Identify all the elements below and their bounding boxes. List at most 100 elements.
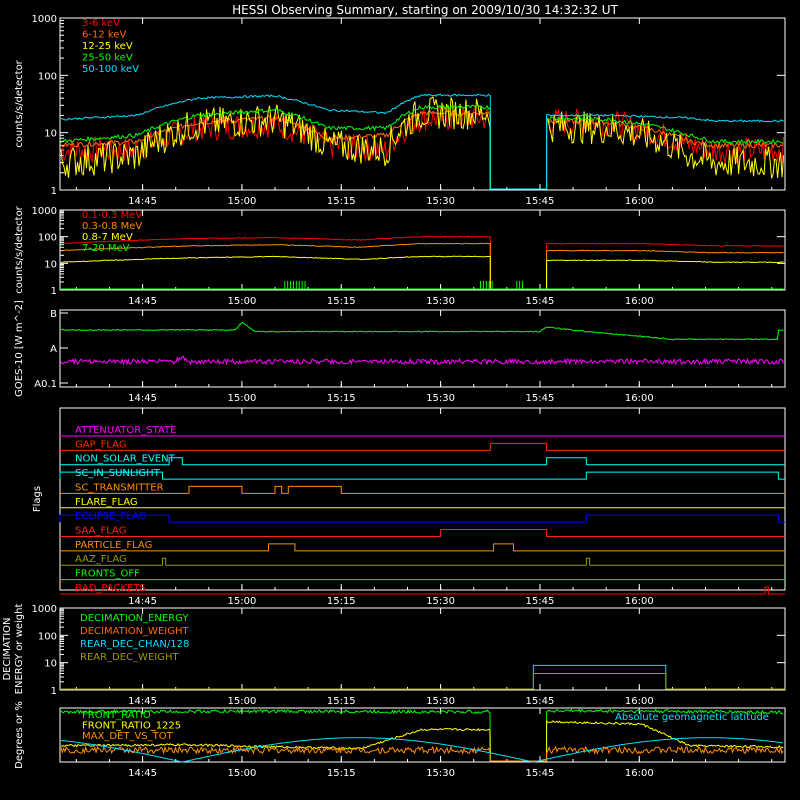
goes-series-long bbox=[60, 322, 784, 341]
gamma-y-tick-label: 10 bbox=[44, 259, 57, 270]
gamma-y-label: counts/s/detector bbox=[14, 205, 25, 293]
hxr-x-tick-label: 15:45 bbox=[526, 196, 555, 207]
ratios-series-front-ratio-1225 bbox=[60, 719, 784, 762]
flag-line-sc-in-sunlight bbox=[59, 471, 785, 480]
flag-label: SC_IN_SUNLIGHT bbox=[75, 468, 161, 479]
flag-line-sc-transmitter bbox=[60, 485, 785, 494]
gamma-x-tick-label: 14:45 bbox=[128, 296, 157, 307]
ratios-x-tick-label: 15:00 bbox=[228, 768, 257, 779]
gamma-x-tick-label: 15:30 bbox=[426, 296, 455, 307]
flag-line-gap-flag bbox=[60, 442, 785, 451]
gamma-y-tick-label: 100 bbox=[38, 233, 57, 244]
hxr-y-tick-label: 1000 bbox=[32, 14, 57, 25]
flag-label: SC_TRANSMITTER bbox=[75, 482, 164, 493]
hxr-y-tick-label: 10 bbox=[44, 129, 57, 140]
decimation-series-rear-dec-chan-128 bbox=[60, 664, 785, 690]
hxr-legend-entry: 25-50 keV bbox=[82, 53, 133, 64]
hxr-series-50-100-kev bbox=[60, 93, 784, 190]
decimation-y-tick-label: 100 bbox=[38, 631, 57, 642]
decimation-legend-entry: REAR_DEC_WEIGHT bbox=[80, 652, 179, 663]
flags-y-label: Flags bbox=[32, 486, 43, 512]
ratios-x-tick-label: 15:15 bbox=[327, 768, 356, 779]
hxr-series-25-50-kev bbox=[60, 104, 784, 190]
flag-label: ECLIPSE_FLAG bbox=[75, 511, 146, 522]
flag-label: FLARE_FLAG bbox=[75, 497, 138, 508]
flag-line-saa-flag bbox=[60, 529, 785, 538]
hxr-series-6-12-kev bbox=[60, 109, 784, 190]
gamma-y-tick-label: 1000 bbox=[32, 206, 57, 217]
decimation-x-tick-label: 14:45 bbox=[128, 696, 157, 707]
flag-label: ATTENUATOR_STATE bbox=[75, 425, 176, 436]
flag-label: NON_SOLAR_EVENT bbox=[75, 454, 176, 465]
hxr-x-tick-label: 15:00 bbox=[228, 196, 257, 207]
flag-line-particle-flag bbox=[60, 543, 785, 552]
decimation-x-tick-label: 15:15 bbox=[327, 696, 356, 707]
gamma-series-0-3-0-8-mev bbox=[60, 242, 784, 290]
flags-x-tick-label: 15:15 bbox=[327, 596, 356, 607]
hxr-legend-entry: 6-12 keV bbox=[82, 30, 126, 41]
decimation-series-rear-dec-weight bbox=[60, 673, 785, 690]
decimation-x-tick-label: 15:00 bbox=[228, 696, 257, 707]
goes-x-tick-label: 15:45 bbox=[526, 393, 555, 404]
ratios-series-front-ratio bbox=[60, 708, 784, 762]
gamma-x-tick-label: 15:00 bbox=[228, 296, 257, 307]
hxr-y-tick-label: 1 bbox=[51, 186, 57, 197]
flag-label: PARTICLE_FLAG bbox=[75, 540, 152, 551]
hxr-frame bbox=[59, 17, 786, 191]
decimation-legend-entry: DECIMATION_ENERGY bbox=[80, 613, 189, 624]
hxr-x-tick-label: 16:00 bbox=[625, 196, 654, 207]
flags-frame bbox=[59, 407, 786, 591]
gamma-frame bbox=[59, 209, 786, 291]
ratios-frame bbox=[59, 707, 786, 763]
gamma-legend-entry: 0.8-7 MeV bbox=[82, 232, 133, 243]
gamma-legend-entry: 7-20 MeV bbox=[82, 243, 130, 254]
goes-y-tick-label: A0.1 bbox=[34, 379, 57, 390]
flags-x-tick-label: 15:00 bbox=[228, 596, 257, 607]
goes-x-tick-label: 15:30 bbox=[426, 393, 455, 404]
hxr-x-tick-label: 14:45 bbox=[128, 196, 157, 207]
ratios-x-tick-label: 15:30 bbox=[426, 768, 455, 779]
gamma-legend-entry: 0.1-0.3 MeV bbox=[82, 210, 142, 221]
hxr-series-12-25-kev bbox=[60, 96, 785, 190]
hxr-legend-entry: 12-25 keV bbox=[82, 41, 133, 52]
gamma-series-0-1-0-3-mev bbox=[60, 235, 784, 290]
flag-label: SAA_FLAG bbox=[75, 526, 126, 537]
ratios-series-max-det-vs-tot bbox=[60, 745, 784, 762]
flag-line-eclipse-flag bbox=[59, 514, 785, 523]
decimation-y-tick-label: 1000 bbox=[32, 604, 57, 615]
decimation-legend-entry: DECIMATION_WEIGHT bbox=[80, 626, 189, 637]
hxr-y-tick-label: 100 bbox=[38, 71, 57, 82]
gamma-y-tick-label: 1 bbox=[51, 286, 57, 297]
flags-x-tick-label: 14:45 bbox=[128, 596, 157, 607]
hxr-legend-entry: 50-100 keV bbox=[82, 64, 139, 75]
decimation-y-label: DECIMATION bbox=[2, 617, 13, 680]
hxr-x-tick-label: 15:15 bbox=[327, 196, 356, 207]
goes-y-label: GOES-10 [W m^-2] bbox=[14, 300, 25, 397]
decimation-x-tick-label: 15:45 bbox=[526, 696, 555, 707]
flags-x-tick-label: 15:45 bbox=[526, 596, 555, 607]
flag-line-non-solar-event bbox=[60, 457, 785, 466]
hxr-series-3-6-kev bbox=[60, 104, 785, 190]
ratios-y-label: Degrees or % bbox=[14, 701, 25, 769]
gamma-legend-entry: 0.3-0.8 MeV bbox=[82, 221, 142, 232]
decimation-legend-entry: REAR_DEC_CHAN/128 bbox=[80, 639, 189, 650]
decimation-x-tick-label: 16:00 bbox=[625, 696, 654, 707]
goes-series-short bbox=[60, 355, 784, 366]
goes-x-tick-label: 15:00 bbox=[228, 393, 257, 404]
ratios-x-tick-label: 14:45 bbox=[128, 768, 157, 779]
gamma-series-0-8-7-mev bbox=[60, 255, 784, 290]
ratios-x-tick-label: 16:00 bbox=[625, 768, 654, 779]
flag-label: BAD_PACKETS bbox=[75, 583, 146, 594]
flag-label: GAP_FLAG bbox=[75, 439, 127, 450]
hxr-legend-entry: 3-6 keV bbox=[82, 18, 120, 29]
gamma-x-tick-label: 15:45 bbox=[526, 296, 555, 307]
flag-label: FRONTS_OFF bbox=[75, 569, 140, 580]
flag-line-aaz-flag bbox=[60, 557, 785, 566]
flags-x-tick-label: 15:30 bbox=[426, 596, 455, 607]
hxr-x-tick-label: 15:30 bbox=[426, 196, 455, 207]
gamma-x-tick-label: 15:15 bbox=[327, 296, 356, 307]
ratios-legend-entry: FRONT_RATIO bbox=[82, 710, 151, 721]
ratios-series-geomag-latitude bbox=[60, 737, 784, 763]
hxr-y-label: counts/s/detector bbox=[14, 59, 25, 147]
goes-x-tick-label: 15:15 bbox=[327, 393, 356, 404]
